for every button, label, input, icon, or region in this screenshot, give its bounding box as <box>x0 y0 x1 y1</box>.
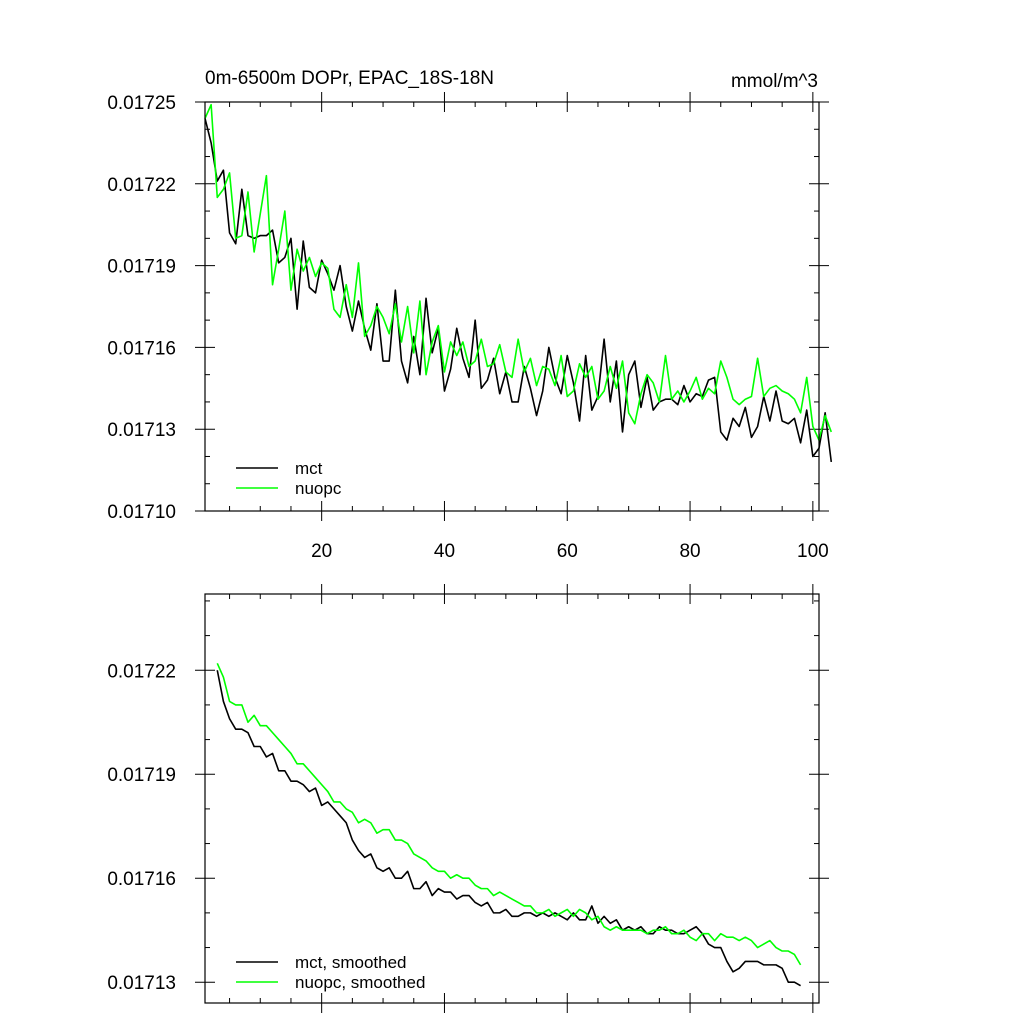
top-x-tick-label: 40 <box>434 541 455 562</box>
top-y-tick-label: 0.01716 <box>107 338 176 359</box>
top-plot-frame <box>204 101 820 512</box>
top-x-tick-label: 60 <box>557 541 578 562</box>
top-y-tick-label: 0.01710 <box>107 502 176 523</box>
bottom-y-tick-labels: 0.01713 0.01716 0.01719 0.01722 <box>107 661 176 994</box>
bottom-tick-marks <box>195 584 829 1013</box>
legend-label: nuopc, smoothed <box>295 973 425 992</box>
top-y-tick-label: 0.01725 <box>107 93 176 114</box>
series-line-nuopc <box>204 103 833 441</box>
series-line-mct <box>204 118 833 463</box>
series-line-nuopc-smoothed <box>216 662 802 966</box>
top-panel: 0m-6500m DOPr, EPAC_18S-18N mmol/m^3 0.0… <box>107 68 833 562</box>
bottom-y-tick-label: 0.01716 <box>107 869 176 890</box>
top-y-tick-label: 0.01719 <box>107 257 176 278</box>
top-series-group <box>204 103 833 463</box>
legend-label: mct <box>295 459 323 478</box>
bottom-panel: 0.01713 0.01716 0.01719 0.01722 mct, smooth… <box>107 584 829 1013</box>
top-x-tick-labels: 20 40 60 80 100 <box>311 541 829 562</box>
bottom-y-tick-label: 0.01713 <box>107 973 176 994</box>
bottom-series-group <box>216 662 802 987</box>
top-title-left: 0m-6500m DOPr, EPAC_18S-18N <box>205 68 494 89</box>
top-y-tick-labels: 0.01710 0.01713 0.01716 0.01719 0.01722 0.017… <box>107 93 176 523</box>
top-x-tick-label: 100 <box>797 541 829 562</box>
legend-label: mct, smoothed <box>295 953 407 972</box>
top-y-tick-label: 0.01722 <box>107 175 176 196</box>
bottom-y-tick-label: 0.01719 <box>107 765 176 786</box>
top-tick-marks <box>195 92 829 521</box>
top-title-right: mmol/m^3 <box>731 71 818 92</box>
legend-label: nuopc <box>295 479 342 498</box>
top-y-tick-label: 0.01713 <box>107 420 176 441</box>
top-x-tick-label: 20 <box>311 541 332 562</box>
bottom-y-tick-label: 0.01722 <box>107 661 176 682</box>
bottom-plot-frame <box>204 593 820 1004</box>
top-x-tick-label: 80 <box>679 541 700 562</box>
series-line-mct-smoothed <box>216 670 801 987</box>
